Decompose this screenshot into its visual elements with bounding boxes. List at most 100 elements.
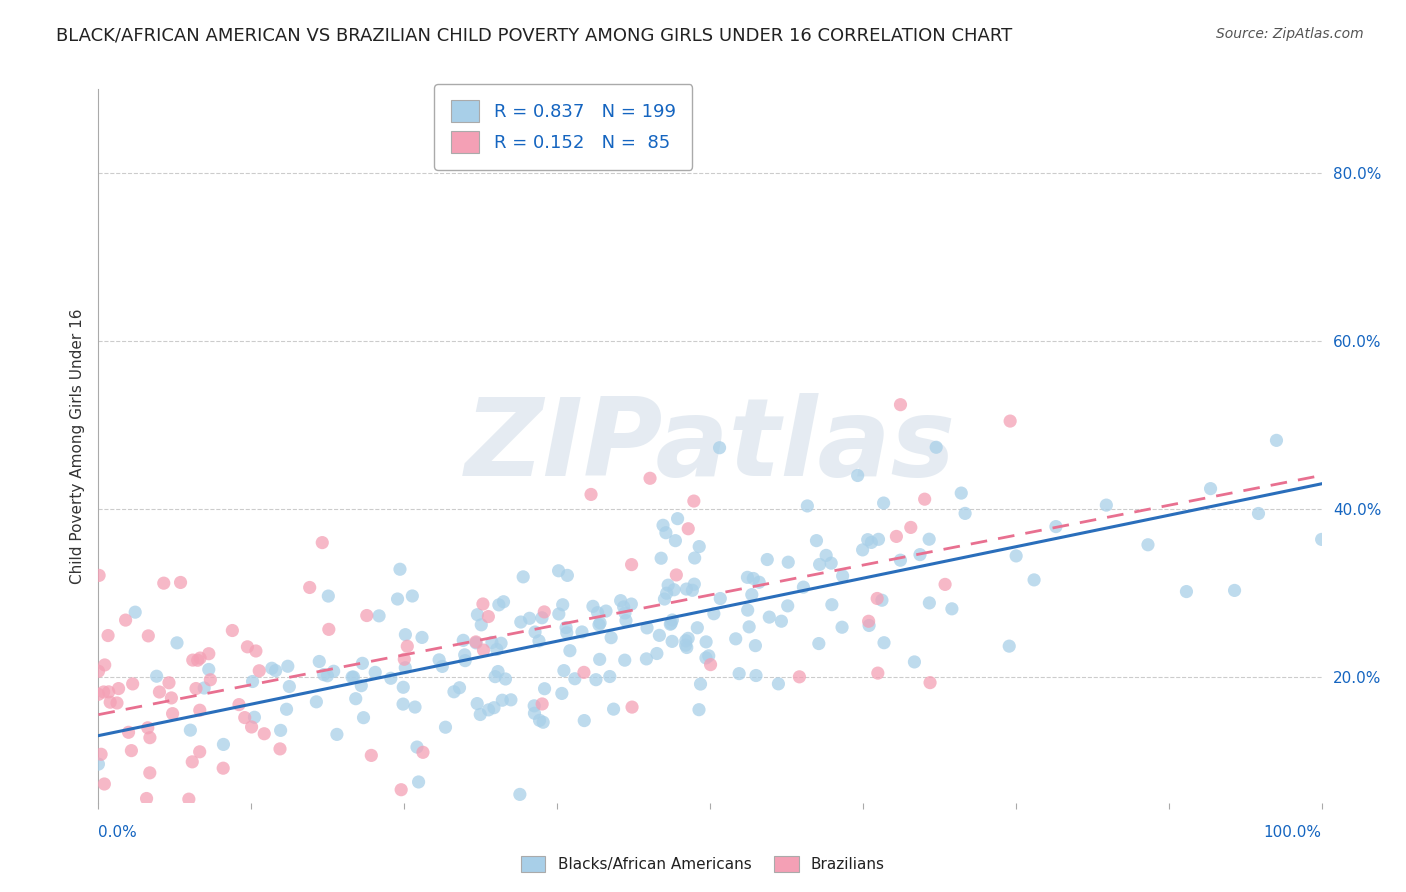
- Point: [188, 703, 211, 717]
- Point: [305, 695, 328, 709]
- Point: [470, 707, 492, 722]
- Point: [699, 657, 721, 672]
- Point: [620, 558, 643, 572]
- Point: [551, 598, 574, 612]
- Point: [233, 710, 256, 724]
- Point: [1022, 573, 1045, 587]
- Point: [744, 639, 766, 653]
- Point: [406, 740, 429, 755]
- Point: [678, 522, 700, 536]
- Point: [471, 597, 494, 611]
- Point: [1175, 584, 1198, 599]
- Point: [311, 535, 333, 549]
- Point: [276, 702, 298, 716]
- Point: [595, 604, 617, 618]
- Point: [806, 533, 828, 548]
- Point: [636, 621, 658, 635]
- Point: [1095, 498, 1118, 512]
- Point: [523, 698, 546, 713]
- Point: [181, 755, 204, 769]
- Point: [659, 617, 682, 632]
- Text: ZIPatlas: ZIPatlas: [464, 393, 956, 499]
- Point: [411, 631, 433, 645]
- Point: [661, 613, 683, 627]
- Point: [586, 606, 609, 620]
- Point: [941, 602, 963, 616]
- Point: [105, 696, 128, 710]
- Point: [778, 555, 800, 569]
- Point: [820, 556, 842, 570]
- Point: [188, 745, 211, 759]
- Point: [270, 723, 292, 738]
- Point: [427, 653, 450, 667]
- Point: [184, 681, 207, 696]
- Point: [738, 620, 761, 634]
- Point: [758, 610, 780, 624]
- Point: [87, 568, 110, 582]
- Point: [114, 613, 136, 627]
- Point: [664, 533, 686, 548]
- Point: [181, 653, 204, 667]
- Point: [464, 635, 486, 649]
- Point: [998, 414, 1021, 428]
- Point: [600, 631, 623, 645]
- Point: [340, 670, 363, 684]
- Point: [486, 665, 509, 679]
- Point: [247, 664, 270, 678]
- Point: [350, 679, 373, 693]
- Point: [449, 681, 471, 695]
- Point: [240, 720, 263, 734]
- Point: [934, 577, 956, 591]
- Point: [846, 468, 869, 483]
- Point: [770, 614, 793, 628]
- Point: [124, 605, 146, 619]
- Point: [689, 677, 711, 691]
- Point: [602, 702, 624, 716]
- Point: [465, 636, 488, 650]
- Point: [676, 632, 699, 646]
- Point: [756, 552, 779, 566]
- Point: [98, 695, 121, 709]
- Point: [260, 661, 283, 675]
- Point: [162, 706, 184, 721]
- Point: [636, 652, 658, 666]
- Point: [527, 633, 550, 648]
- Point: [614, 614, 637, 628]
- Point: [179, 723, 201, 738]
- Point: [188, 808, 211, 822]
- Point: [621, 700, 644, 714]
- Point: [322, 665, 344, 679]
- Point: [148, 685, 170, 699]
- Point: [533, 605, 555, 619]
- Point: [316, 669, 339, 683]
- Point: [152, 576, 174, 591]
- Point: [900, 520, 922, 534]
- Point: [523, 706, 546, 721]
- Point: [659, 616, 682, 631]
- Point: [477, 609, 499, 624]
- Point: [547, 607, 569, 621]
- Point: [808, 558, 831, 572]
- Point: [889, 398, 911, 412]
- Point: [90, 747, 112, 762]
- Point: [918, 533, 941, 547]
- Point: [412, 745, 434, 759]
- Point: [136, 629, 159, 643]
- Point: [394, 652, 416, 666]
- Point: [675, 582, 697, 596]
- Point: [394, 627, 416, 641]
- Point: [796, 499, 818, 513]
- Point: [166, 636, 188, 650]
- Point: [352, 657, 374, 671]
- Point: [866, 666, 889, 681]
- Point: [852, 542, 875, 557]
- Point: [529, 714, 551, 728]
- Point: [253, 727, 276, 741]
- Point: [392, 697, 415, 711]
- Point: [831, 620, 853, 634]
- Point: [531, 697, 554, 711]
- Point: [107, 681, 129, 696]
- Point: [914, 492, 936, 507]
- Point: [193, 681, 215, 695]
- Point: [485, 642, 508, 657]
